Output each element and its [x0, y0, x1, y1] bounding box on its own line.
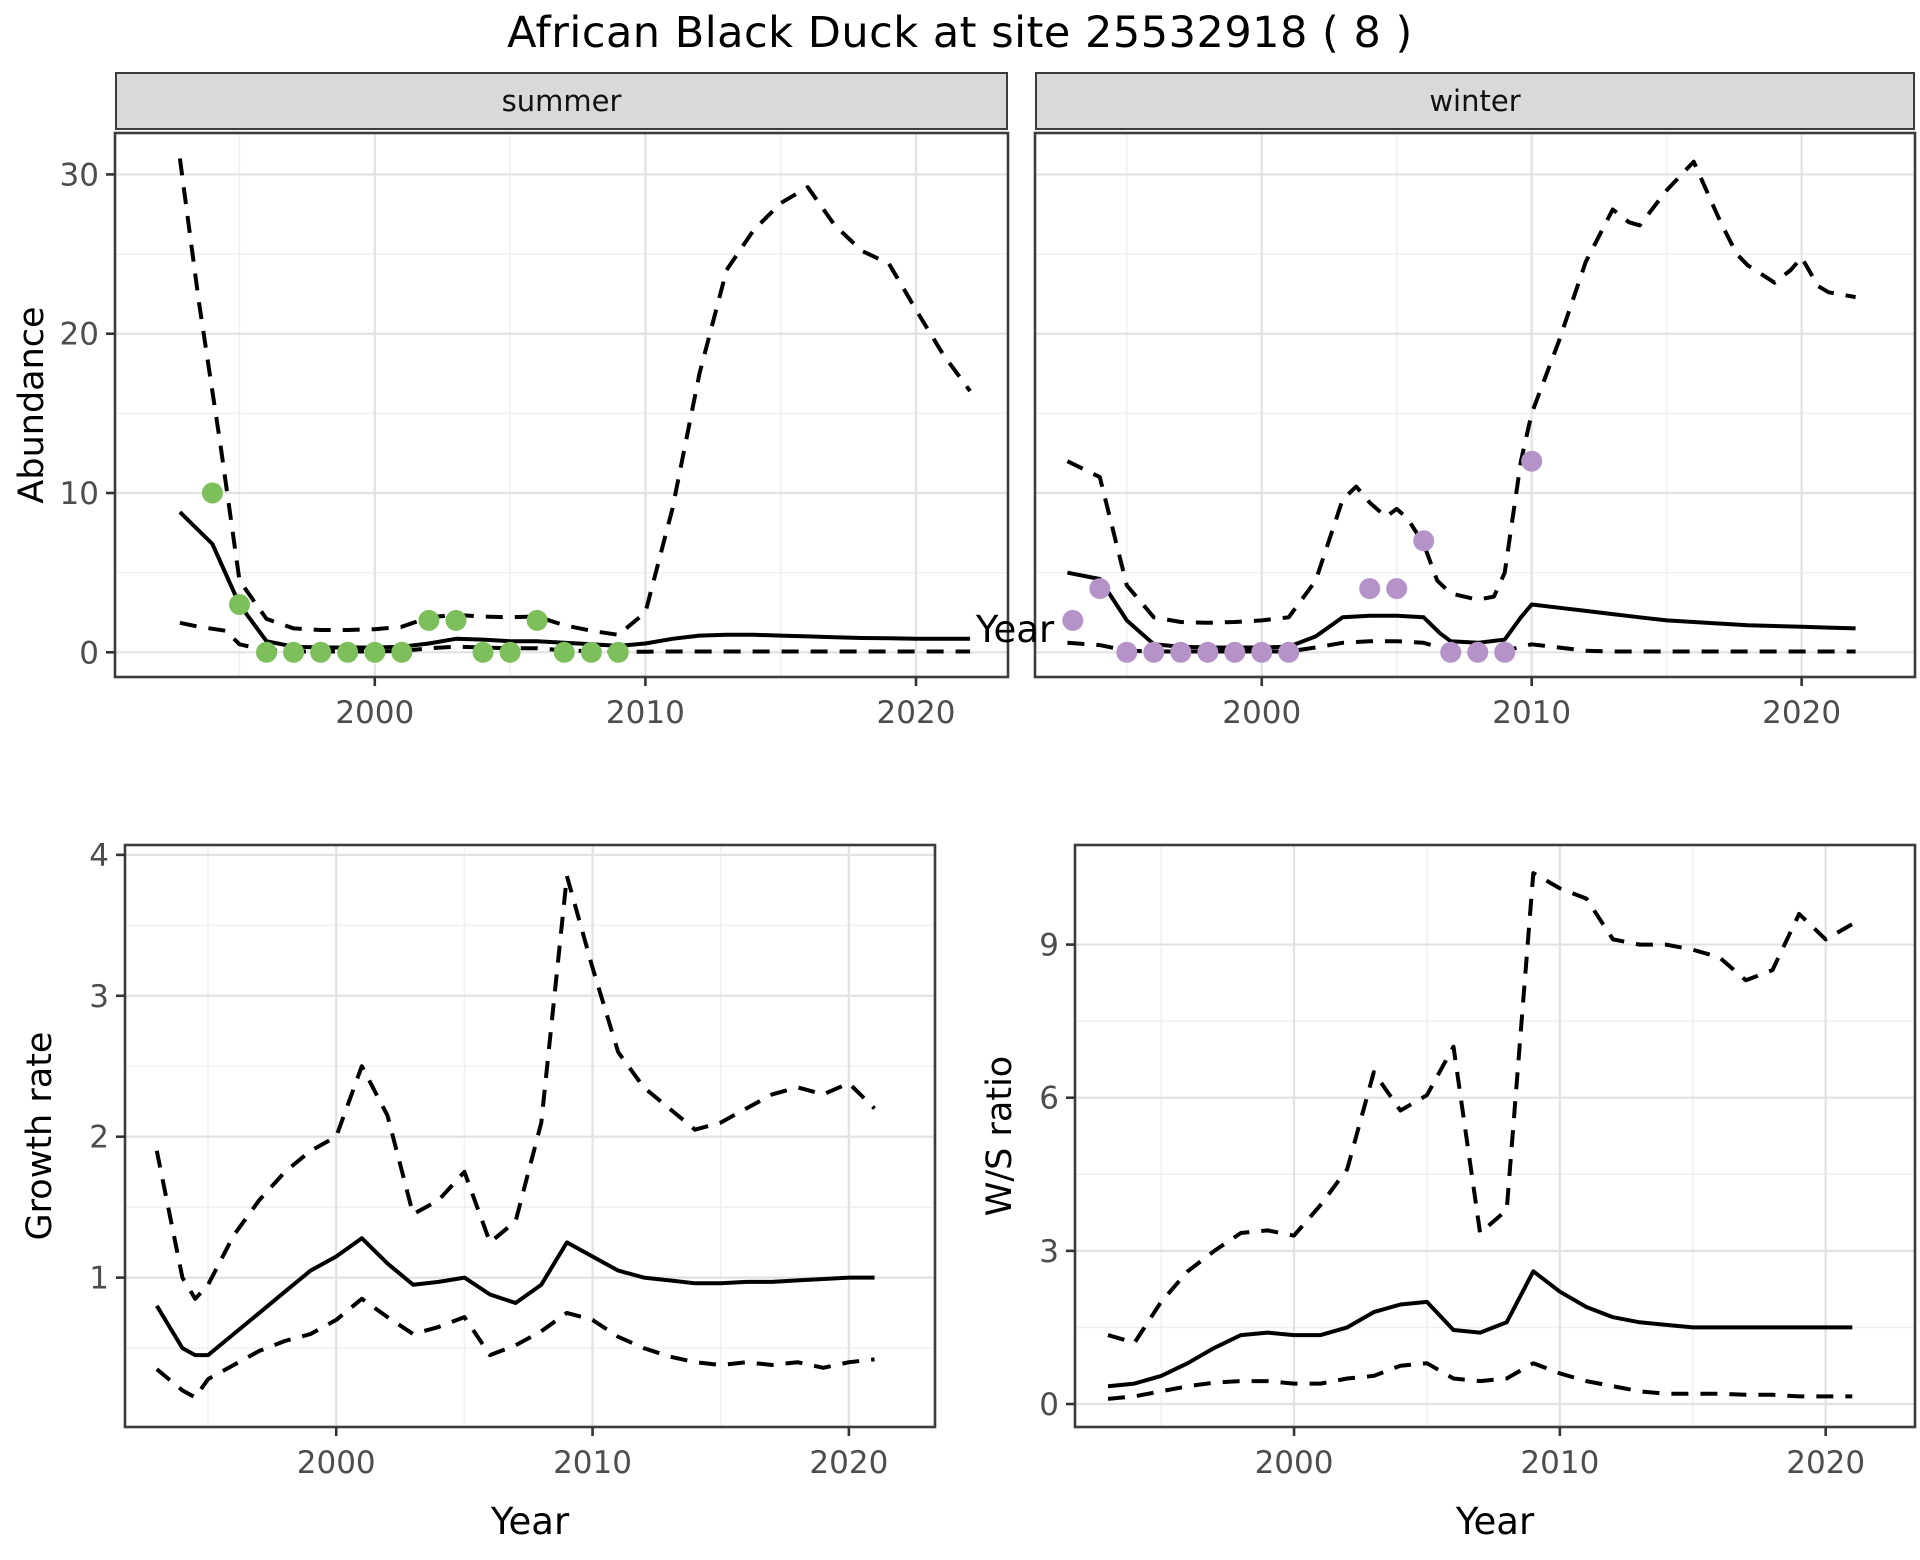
winter-count-point [1278, 641, 1300, 663]
winter-count-point [1521, 450, 1543, 472]
growth-y-tick-label: 3 [89, 979, 109, 1015]
x-axis-title-year-top: Year [975, 608, 1055, 651]
summer-y-tick-label: 20 [60, 317, 99, 353]
winter-count-point [1224, 641, 1246, 663]
winter-count-point [1467, 641, 1489, 663]
winter-count-point [1494, 641, 1516, 663]
summer-count-point [201, 482, 223, 504]
summer-y-tick-label: 0 [79, 635, 99, 671]
ws-x-tick-label: 2000 [1255, 1445, 1334, 1481]
winter-count-point [1116, 641, 1138, 663]
growth-x-tick-label: 2020 [809, 1445, 888, 1481]
summer-count-point [472, 641, 494, 663]
winter-count-point [1386, 578, 1408, 600]
summer-count-point [580, 641, 602, 663]
winter-count-point [1062, 609, 1084, 631]
summer-x-tick-label: 2010 [606, 695, 685, 731]
winter-upper_ci-line [1066, 159, 1856, 625]
summer-x-tick-label: 2020 [877, 695, 956, 731]
y-axis-title-growth-rate: Growth rate [20, 1031, 60, 1241]
winter-x-tick-label: 2020 [1762, 695, 1841, 731]
summer-count-point [229, 594, 250, 615]
facet-strip-winter-label: winter [1429, 84, 1521, 118]
summer-count-point [418, 609, 440, 631]
summer-count-point [337, 641, 359, 663]
growth-upper_ci-line [154, 874, 876, 1301]
summer-x-tick-label: 2000 [335, 695, 414, 731]
winter-count-point [1089, 578, 1111, 600]
facet-strip-summer-label: summer [501, 84, 622, 118]
page-title: African Black Duck at site 25532918 ( 8 … [507, 8, 1413, 58]
summer-upper_ci-line [177, 158, 972, 637]
summer-plot-background [115, 133, 1008, 677]
growth-x-tick-label: 2010 [553, 1445, 632, 1481]
growth-y-tick-label: 2 [89, 1120, 109, 1156]
winter-count-point [1440, 641, 1462, 663]
summer-count-point [445, 609, 467, 631]
ws-y-tick-label: 9 [1039, 928, 1059, 964]
facet-strip-summer: summer [115, 72, 1008, 130]
winter-x-tick-label: 2010 [1492, 695, 1571, 731]
summer-y-tick-label: 30 [60, 157, 99, 193]
growth-rate-panel: 2000 2010 2020 1 2 3 4 [89, 838, 937, 1481]
summer-count-point [310, 641, 332, 663]
growth-x-tick-label: 2000 [297, 1445, 376, 1481]
ws-y-tick-label: 3 [1039, 1234, 1059, 1270]
ws-y-tick-label: 6 [1039, 1081, 1059, 1117]
growth-y-tick-label: 1 [89, 1261, 109, 1297]
ws-x-tick-label: 2020 [1786, 1445, 1865, 1481]
winter-count-point [1197, 641, 1219, 663]
summer-count-point [553, 641, 575, 663]
ws-x-tick-label: 2010 [1520, 1445, 1599, 1481]
winter-count-point [1251, 641, 1273, 663]
facet-strip-winter: winter [1035, 72, 1915, 130]
summer-panel-border [113, 131, 1010, 679]
y-axis-title-abundance: Abundance [12, 306, 52, 504]
growth-y-tick-label: 4 [89, 838, 109, 874]
ws-median-line [1107, 1269, 1853, 1389]
y-axis-title-ws-ratio: W/S ratio [980, 1055, 1020, 1217]
winter-count-point [1359, 578, 1381, 600]
ws-upper_ci-line [1107, 871, 1854, 1345]
x-axis-title-year-bottom-left: Year [490, 1500, 570, 1543]
growth-median-line [155, 1236, 875, 1358]
summer-count-point [526, 609, 548, 631]
summer-count-point [364, 641, 386, 663]
summer-count-point [499, 641, 521, 663]
summer-count-point [256, 641, 277, 663]
winter-x-tick-label: 2000 [1222, 695, 1301, 731]
winter-panel-border [1033, 131, 1917, 679]
winter-count-point [1413, 530, 1435, 552]
ws-panel-border [1073, 843, 1917, 1429]
growth-lower_ci-line [155, 1296, 875, 1400]
winter-count-point [1143, 641, 1165, 663]
abundance-winter-panel: 2000 2010 2020 [1033, 131, 1917, 731]
ws-ratio-panel: 2000 2010 2020 0 3 6 9 [1039, 843, 1917, 1481]
winter-count-point [1170, 641, 1192, 663]
summer-count-point [391, 641, 413, 663]
abundance-summer-panel: 2000 2010 2020 0 10 20 30 [60, 131, 1010, 731]
summer-count-point [607, 641, 629, 663]
summer-y-tick-label: 10 [60, 476, 99, 512]
ws-lower_ci-line [1107, 1361, 1853, 1401]
ws-y-tick-label: 0 [1039, 1387, 1059, 1423]
winter-plot-background [1035, 133, 1915, 677]
x-axis-title-year-bottom-right: Year [1455, 1500, 1535, 1543]
summer-count-point [283, 641, 305, 663]
ws-plot-background [1075, 845, 1915, 1427]
